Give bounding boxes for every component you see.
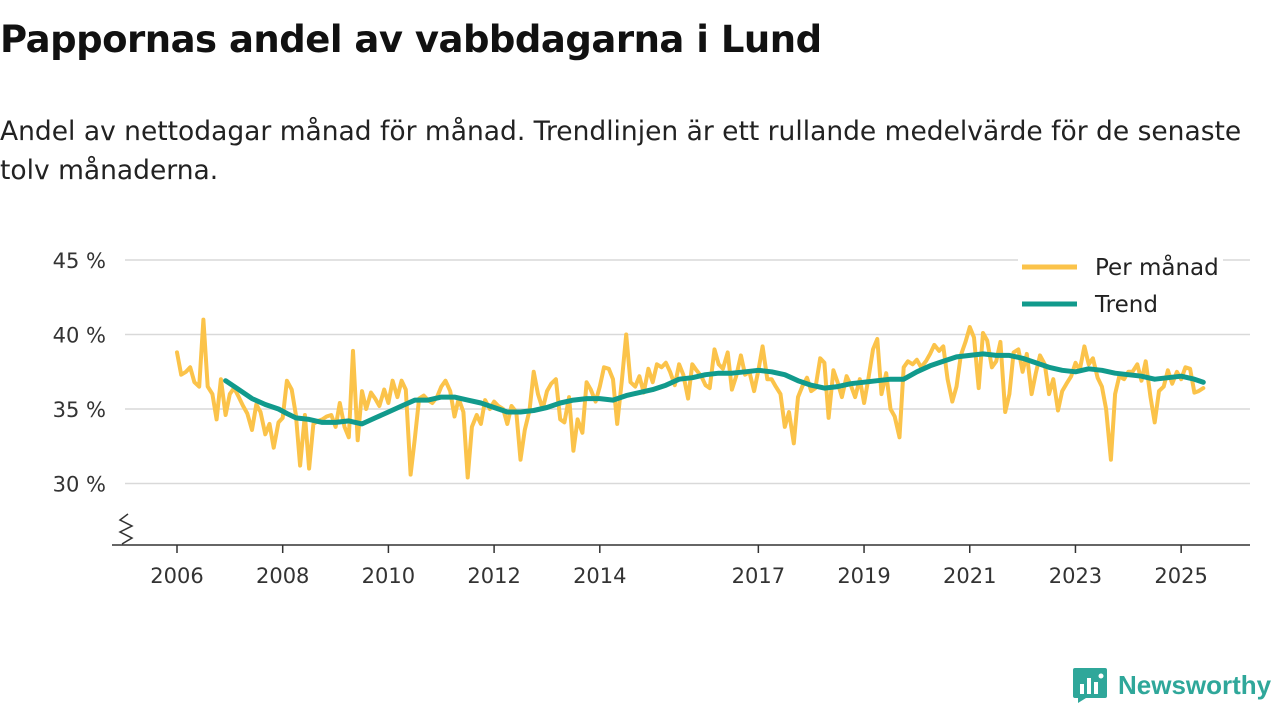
series-line-per-manad	[175, 317, 1206, 480]
chart-title: Pappornas andel av vabbdagarna i Lund	[0, 18, 822, 61]
line-chart: 30 % 35 % 40 % 45 % 2006 2008 2010 2012 2014 201…	[53, 249, 1250, 588]
x-tick-label: 2023	[1049, 564, 1102, 588]
brand-name: Newsworthy	[1118, 669, 1272, 700]
brand-logo: Newsworthy	[1072, 666, 1271, 704]
x-tick-label: 2012	[467, 564, 520, 588]
y-tick-label: 40 %	[53, 324, 106, 348]
x-tick-label: 2008	[256, 564, 309, 588]
x-tick-label: 2014	[573, 564, 626, 588]
x-tick-label: 2017	[732, 564, 785, 588]
x-tick-label: 2025	[1154, 564, 1207, 588]
legend-label: Per månad	[1095, 253, 1219, 281]
x-tick-label: 2021	[943, 564, 996, 588]
x-tick-label: 2010	[362, 564, 415, 588]
x-tick-label: 2019	[837, 564, 890, 588]
x-tick-label: 2006	[150, 564, 203, 588]
legend: Per månad Trend	[1018, 253, 1223, 318]
x-axis	[112, 513, 1250, 546]
y-tick-label: 35 %	[53, 398, 106, 422]
series-line-trend	[223, 351, 1206, 427]
axis-break-icon	[118, 513, 134, 545]
chart-subtitle: Andel av nettodagar månad för månad. Tre…	[0, 116, 1242, 186]
newsworthy-logo-icon	[1073, 668, 1107, 703]
y-axis-ticks: 30 % 35 % 40 % 45 %	[53, 249, 106, 497]
series-lines	[175, 317, 1206, 480]
y-tick-label: 45 %	[53, 249, 106, 273]
y-tick-label: 30 %	[53, 473, 106, 497]
x-axis-ticks: 2006 2008 2010 2012 2014 2017 2019 2021 2023 2025	[150, 545, 1208, 588]
legend-label: Trend	[1094, 292, 1158, 318]
